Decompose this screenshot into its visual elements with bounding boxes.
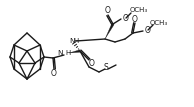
- Text: O: O: [123, 14, 129, 23]
- Text: N: N: [57, 50, 63, 56]
- Text: OCH₃: OCH₃: [150, 20, 168, 26]
- Text: O: O: [105, 6, 111, 15]
- Text: H: H: [65, 50, 70, 56]
- Text: O: O: [89, 59, 95, 68]
- Text: O: O: [51, 69, 57, 78]
- Polygon shape: [69, 50, 80, 53]
- Text: OCH₃: OCH₃: [130, 7, 148, 13]
- Text: S: S: [104, 63, 108, 73]
- Text: N: N: [69, 37, 75, 44]
- Text: H: H: [73, 37, 79, 44]
- Text: O: O: [145, 26, 151, 35]
- Polygon shape: [105, 23, 114, 39]
- Text: O: O: [132, 15, 138, 24]
